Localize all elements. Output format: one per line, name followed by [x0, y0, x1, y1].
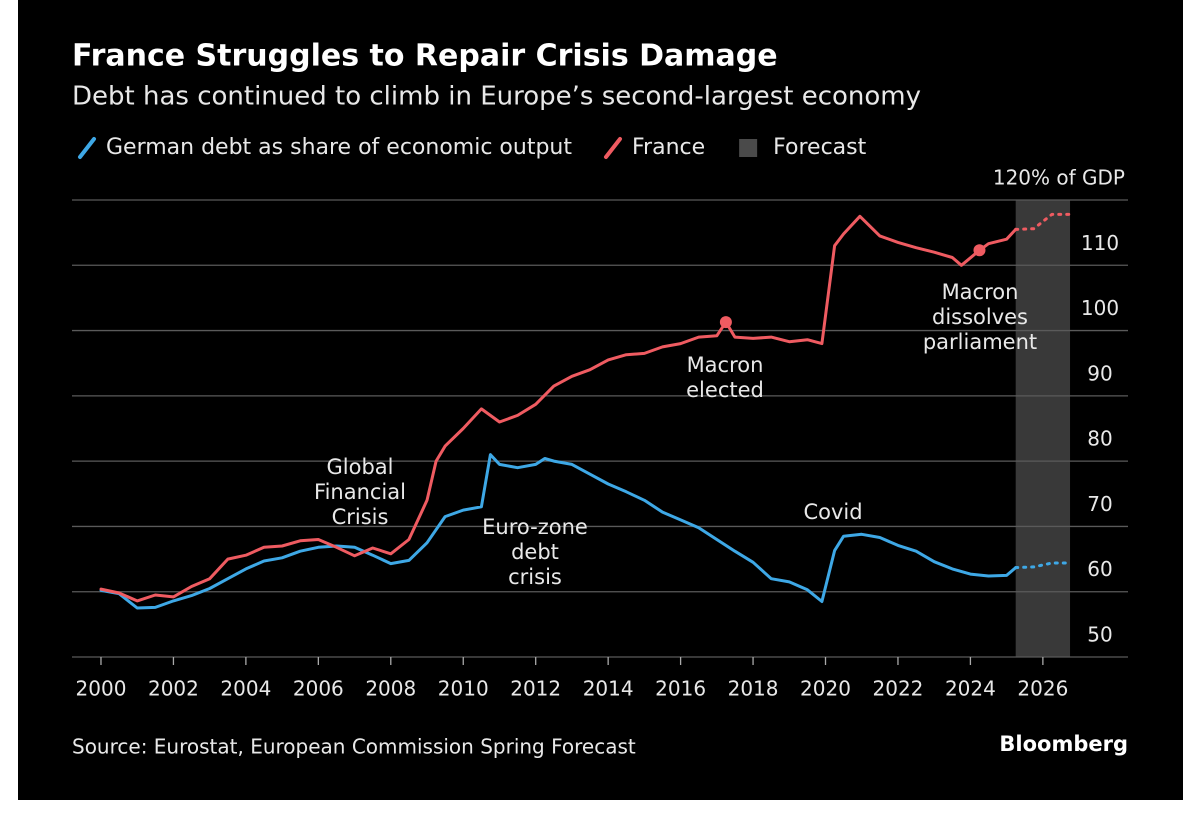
legend-swatch — [78, 137, 96, 159]
legend-swatch — [603, 137, 622, 159]
annotation: Euro-zone — [482, 515, 588, 539]
y-tick-label: 70 — [1087, 492, 1112, 516]
background — [18, 0, 1183, 800]
x-tick-label: 2008 — [365, 677, 416, 701]
forecast-line — [1014, 561, 1072, 570]
legend-label: German debt as share of economic output — [106, 135, 572, 160]
x-tick-label: 2012 — [510, 677, 561, 701]
legend-label: France — [632, 135, 705, 160]
annotation: Covid — [803, 500, 862, 524]
series-line — [99, 214, 1018, 603]
x-tick-label: 2026 — [1017, 677, 1068, 701]
x-tick-label: 2000 — [76, 677, 127, 701]
annotation: Global — [327, 455, 394, 479]
x-tick-label: 2016 — [655, 677, 706, 701]
series-line — [99, 453, 1018, 610]
x-tick-label: 2002 — [148, 677, 199, 701]
source: Source: Eurostat, European Commission Sp… — [72, 735, 636, 759]
x-tick-label: 2024 — [945, 677, 996, 701]
forecast-region — [1015, 200, 1071, 657]
annotation: Macron — [942, 280, 1019, 304]
chart-subtitle: Debt has continued to climb in Europe’s … — [72, 82, 921, 112]
annotation: Macron — [687, 353, 764, 377]
x-tick-label: 2010 — [438, 677, 489, 701]
x-tick-label: 2006 — [293, 677, 344, 701]
annotation: parliament — [923, 330, 1037, 354]
chart-title: France Struggles to Repair Crisis Damage — [72, 39, 778, 74]
y-tick-label: 110 — [1081, 231, 1119, 255]
annotation: Crisis — [332, 505, 389, 529]
y-tick-label: 120% of GDP — [993, 166, 1125, 190]
x-tick-label: 2018 — [728, 677, 779, 701]
legend-label: Forecast — [773, 135, 866, 160]
x-tick-label: 2020 — [800, 677, 851, 701]
legend-swatch — [739, 139, 758, 157]
y-tick-label: 50 — [1087, 623, 1112, 647]
forecast-line — [1014, 212, 1072, 231]
annotation: Financial — [314, 480, 406, 504]
event-marker — [973, 244, 986, 257]
x-tick-label: 2004 — [220, 677, 271, 701]
annotation: elected — [686, 378, 764, 402]
event-marker — [719, 316, 732, 329]
x-tick-label: 2014 — [583, 677, 634, 701]
y-tick-label: 60 — [1087, 557, 1112, 581]
y-tick-label: 80 — [1087, 427, 1112, 451]
brand: Bloomberg — [999, 732, 1128, 756]
x-tick-label: 2022 — [873, 677, 924, 701]
y-tick-label: 90 — [1087, 361, 1112, 385]
annotation: crisis — [508, 565, 562, 589]
annotation: debt — [511, 540, 559, 564]
annotation: dissolves — [932, 305, 1028, 329]
y-tick-label: 100 — [1081, 296, 1119, 320]
